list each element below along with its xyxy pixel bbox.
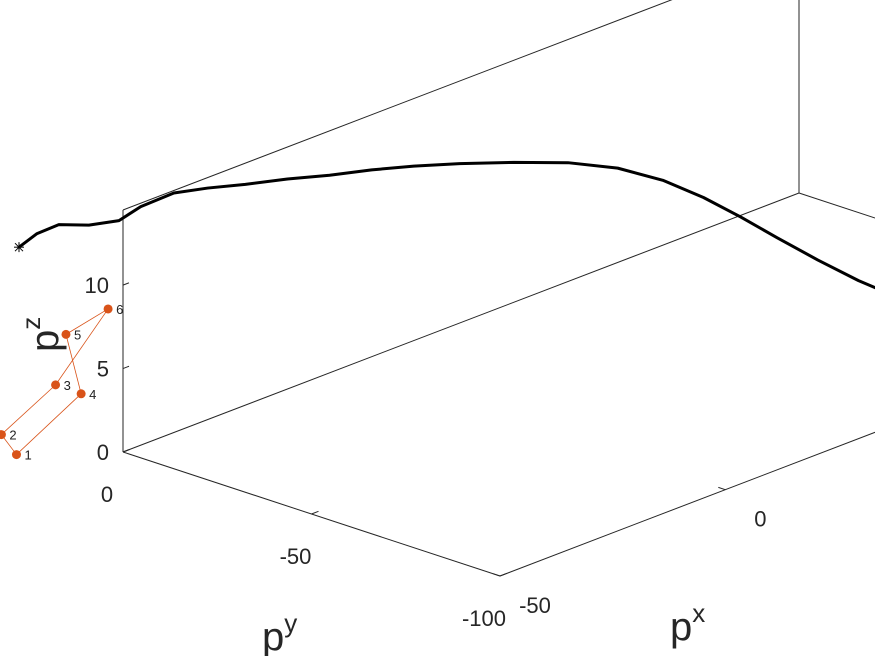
y-tick [311, 510, 319, 515]
x-axis-label: px [670, 598, 705, 649]
vehicle-point-label: 4 [89, 387, 96, 402]
box-edge [798, 192, 875, 219]
x-tick-label: -50 [519, 593, 551, 618]
vehicle-edge [55, 308, 109, 386]
z-tick [122, 365, 130, 370]
z-tick-label: 5 [97, 357, 109, 382]
x-tick [718, 486, 726, 491]
x-tick-label: 0 [754, 507, 766, 532]
vehicle-point [11, 450, 21, 460]
trajectory [14, 160, 875, 290]
y-tick-label: 0 [101, 482, 113, 507]
axes-box [122, 0, 875, 577]
box-edge [122, 0, 673, 211]
vehicle-point [103, 304, 113, 314]
z-tick [122, 282, 130, 286]
vehicle-point-label: 1 [24, 448, 31, 463]
asterisk-stroke [14, 242, 24, 252]
trajectory-line [17, 160, 875, 290]
vehicle-edge [65, 308, 109, 335]
z-tick-label: 10 [85, 273, 109, 298]
z-axis-label-sup: z [16, 317, 46, 330]
y-axis-label: py [262, 608, 297, 656]
box-edge [499, 431, 875, 577]
x-axis-label-sup: x [692, 598, 705, 628]
x-axis-label-base: p [670, 605, 692, 649]
y-axis-label-sup: y [284, 608, 297, 638]
vehicle-point [0, 430, 6, 440]
vehicle-point-label: 5 [74, 327, 81, 342]
z-axis-label-base: p [23, 330, 67, 352]
vehicle-point-label: 2 [9, 428, 16, 443]
x-tick [492, 573, 501, 577]
trajectory-start-marker [14, 242, 24, 253]
vehicle-point [51, 380, 61, 390]
vehicle-point-label: 3 [64, 378, 71, 393]
vehicle-edge [65, 334, 82, 394]
vehicle-point-label: 6 [116, 302, 123, 317]
vehicle-point [61, 329, 71, 339]
box-edge [799, 0, 875, 75]
axis-ticks [122, 282, 726, 577]
y-axis-label-base: p [262, 615, 284, 656]
z-tick-label: 0 [97, 440, 109, 465]
y-tick [122, 448, 131, 453]
vehicle-point [76, 389, 86, 399]
box-edge [122, 192, 800, 453]
vehicle-edge [1, 384, 56, 435]
y-tick [499, 572, 508, 577]
z-axis-label: pz [16, 317, 67, 352]
y-tick-label: -50 [280, 544, 312, 569]
vehicle-edge [16, 393, 82, 455]
y-tick-label: -100 [462, 606, 506, 631]
